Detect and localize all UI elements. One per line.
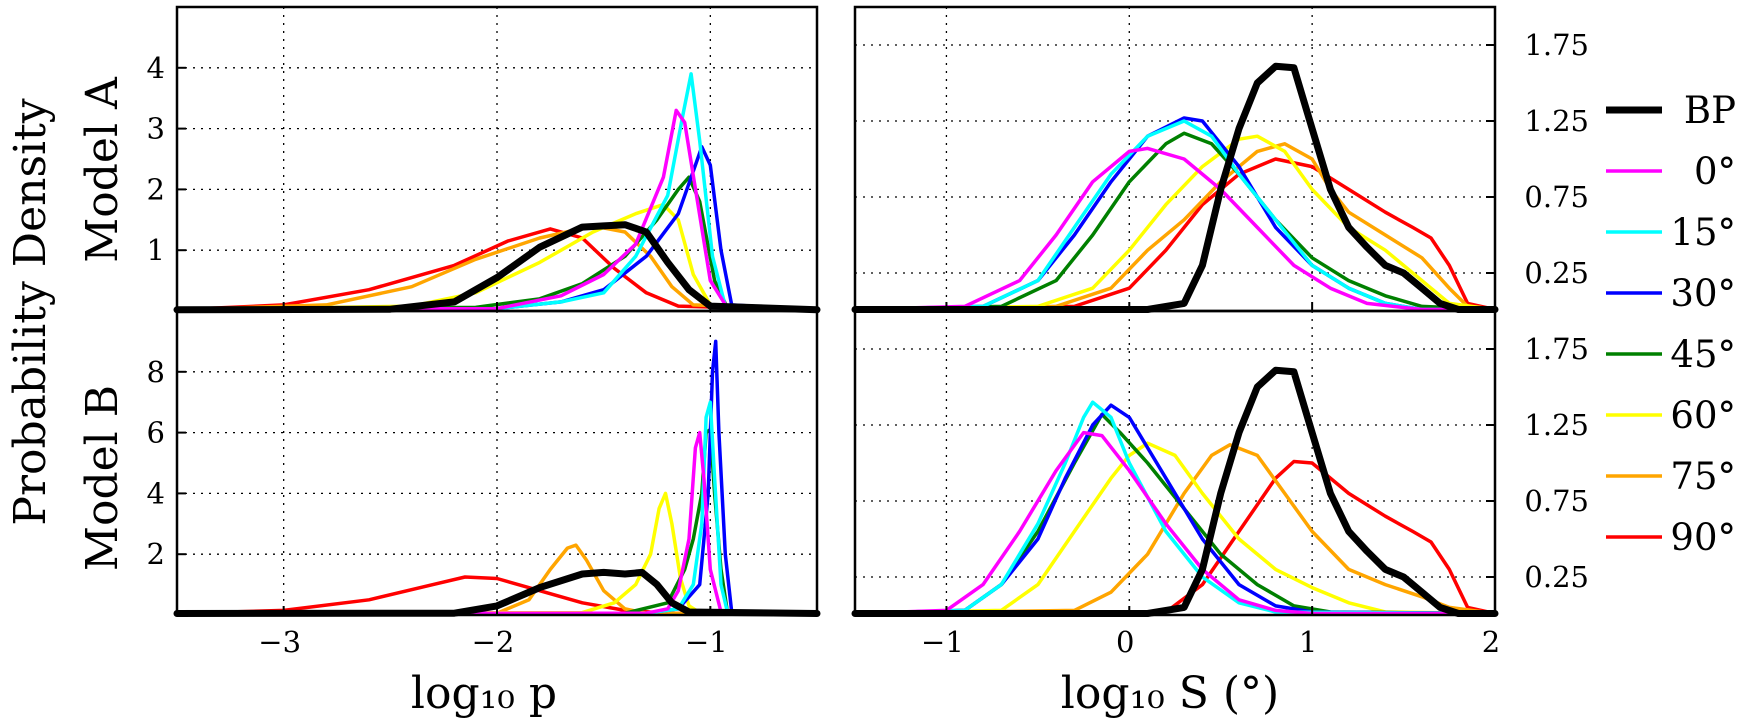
series-line-A-left-60 [175,202,819,312]
y-tick-label: 1.25 [1524,408,1589,442]
x-axis-label-left: log₁₀ p [411,668,557,719]
series-line-B-right-75 [853,443,1497,616]
legend-label: 30° [1670,272,1736,315]
row-label-model-a: Model A [77,76,128,263]
series-line-A-right-45 [853,131,1497,312]
series-line-B-right-0 [853,430,1497,616]
y-tick-label: 1.75 [1524,28,1589,62]
legend-label: BP [1684,89,1736,132]
legend-label: 90° [1670,516,1736,559]
series-line-B-left-BP [173,568,821,617]
y-tick-label: 1.25 [1524,104,1589,138]
y-tick-label: 2 [147,172,165,206]
panel-B-left: 2 4 6 8 −3 −2 −1 [147,309,821,659]
series-line-A-right-30 [853,116,1497,312]
legend-item-90: 90° [1606,516,1736,559]
row-label-model-b: Model B [77,385,128,571]
y-tick-label: 0.75 [1524,484,1589,518]
series-line-A-left-15 [175,72,819,312]
series-line-A-left-90 [175,227,819,312]
y-tick-label: 0.25 [1524,560,1589,594]
y-tick-label: 4 [147,476,165,510]
legend-item-60: 60° [1606,394,1736,437]
series-line-A-right-0 [853,146,1497,312]
x-tick-label: −3 [258,625,301,659]
x-tick-label: −2 [472,625,515,659]
legend-label: 75° [1670,455,1736,498]
axes-frame [853,309,1497,617]
panel-A-right: 0.25 0.75 1.25 1.75 [851,5,1589,313]
series-line-A-left-0 [175,108,819,312]
series-line-A-right-BP [851,62,1499,313]
series-line-B-left-60 [175,491,819,616]
x-tick-label: 0 [1116,625,1134,659]
series-line-A-right-60 [853,134,1497,312]
y-tick-label: 2 [147,537,165,571]
series-line-B-left-15 [175,400,819,616]
legend-item-BP: BP [1606,89,1736,132]
series-line-B-right-15 [853,400,1497,616]
series-line-A-left-BP [173,221,821,314]
panels: 1 2 3 4 0.25 0.75 1.25 1.75 2 4 6 8 −3 −2 −1 0.25 0.75 1.… [147,5,1589,659]
x-tick-label: 1 [1299,625,1317,659]
series-line-A-right-15 [853,119,1497,312]
legend-label: 45° [1670,333,1736,376]
y-tick-label: 4 [147,51,165,85]
series-line-B-right-BP [851,366,1499,617]
legend-label: 60° [1670,394,1736,437]
legend-item-75: 75° [1606,455,1736,498]
panel-A-left: 1 2 3 4 [147,5,821,314]
y-tick-label: 1.75 [1524,332,1589,366]
panel-B-right: 0.25 0.75 1.25 1.75 −1 0 1 2 [851,309,1589,659]
y-tick-label: 3 [147,112,165,146]
legend-item-30: 30° [1606,272,1736,315]
legend-label: 15° [1670,211,1736,254]
y-axis-label: Probability Density [5,98,56,525]
legend-label: 0° [1694,150,1736,193]
series-line-A-right-90 [853,157,1497,312]
series-line-B-right-60 [853,441,1497,616]
y-tick-label: 6 [147,416,165,450]
y-tick-label: 0.25 [1524,256,1589,290]
legend-item-45: 45° [1606,333,1736,376]
series-line-A-right-75 [853,142,1497,312]
legend: BP 0° 15° 30° 45° 60° 75° 90° [1606,89,1736,559]
x-tick-label: −1 [685,625,728,659]
series-line-B-left-0 [175,430,819,616]
x-axis-label-right: log₁₀ S (°) [1061,668,1279,719]
x-tick-label: 2 [1482,625,1500,659]
y-tick-label: 0.75 [1524,180,1589,214]
axes-frame [853,5,1497,313]
y-tick-label: 1 [147,233,165,267]
legend-item-15: 15° [1606,211,1736,254]
y-tick-label: 8 [147,355,165,389]
x-tick-label: −1 [921,625,964,659]
series-line-A-left-45 [175,175,819,312]
legend-item-0: 0° [1606,150,1736,193]
series-line-B-right-45 [853,412,1497,616]
